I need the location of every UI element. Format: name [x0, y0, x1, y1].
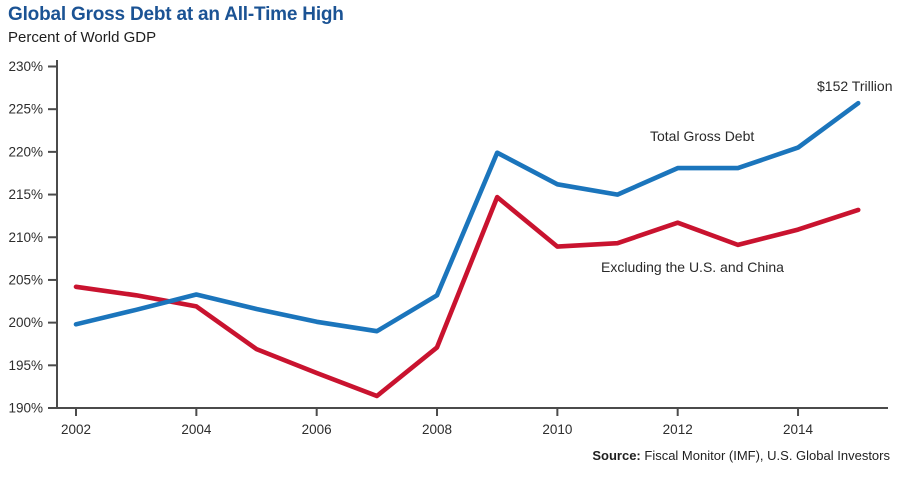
- y-tick-label: 200%: [8, 315, 43, 330]
- annotation-total-gross-debt: Total Gross Debt: [650, 128, 755, 144]
- axes: [56, 60, 888, 409]
- x-tick-label: 2002: [61, 422, 91, 437]
- source-note: Source: Fiscal Monitor (IMF), U.S. Globa…: [592, 448, 890, 463]
- annotation-152-trillion: $152 Trillion: [817, 78, 893, 94]
- chart-subtitle: Percent of World GDP: [8, 29, 157, 46]
- chart-title: Global Gross Debt at an All-Time High: [8, 4, 344, 25]
- y-tick-label: 195%: [8, 358, 43, 373]
- x-tick-label: 2014: [783, 422, 814, 437]
- y-tick-label: 230%: [8, 59, 43, 74]
- x-tick-label: 2010: [542, 422, 572, 437]
- y-tick-label: 210%: [8, 230, 43, 245]
- x-tick-label: 2006: [302, 422, 332, 437]
- axis-ticks: [48, 65, 800, 416]
- axis-line: [56, 60, 888, 409]
- series-line-total-gross-debt: [73, 100, 861, 334]
- source-text: Fiscal Monitor (IMF), U.S. Global Invest…: [640, 448, 890, 463]
- annotation-excluding-us-china: Excluding the U.S. and China: [601, 259, 784, 275]
- x-tick-label: 2004: [181, 422, 212, 437]
- y-tick-label: 220%: [8, 144, 43, 159]
- x-tick-label: 2008: [422, 422, 452, 437]
- source-label: Source:: [592, 448, 641, 463]
- x-tick-label: 2012: [663, 422, 693, 437]
- axis-tick-labels: 230% 225% 220% 215% 210% 205% 200% 195% 190% 2002…: [8, 59, 813, 437]
- y-tick-label: 205%: [8, 272, 43, 287]
- y-tick-label: 190%: [8, 401, 43, 416]
- series-line-excluding-the-u-s-and-china: [73, 194, 861, 399]
- y-tick-label: 225%: [8, 102, 43, 117]
- series-lines: [73, 100, 861, 399]
- y-tick-label: 215%: [8, 187, 43, 202]
